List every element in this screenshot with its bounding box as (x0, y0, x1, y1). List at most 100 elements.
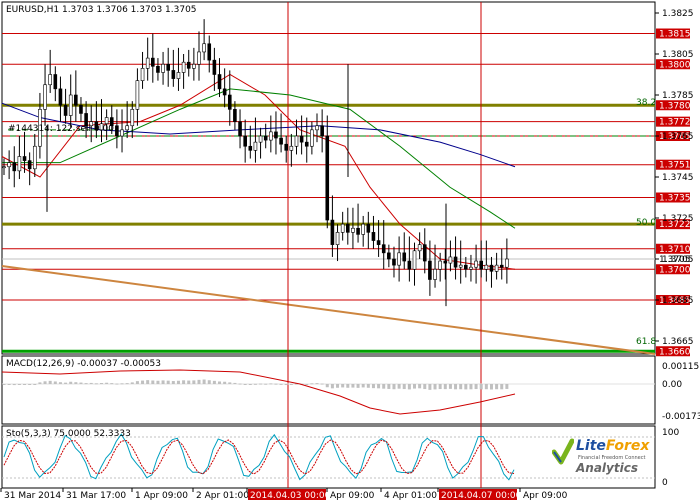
candle-body (351, 227, 355, 233)
macd-bar (212, 380, 216, 384)
macd-bar (38, 382, 42, 384)
time-axis-label: 31 Mar 17:00 (66, 491, 126, 500)
candle-body (438, 260, 442, 270)
candle-body (7, 162, 11, 168)
time-axis-label: 2 Apr 01:00 (196, 491, 249, 500)
trend-line (1, 265, 656, 355)
macd-bar (371, 384, 375, 389)
macd-bar (443, 384, 447, 390)
macd-bar (130, 382, 134, 384)
macd-indicator: 0.00115 0.00 -0.00173 (1, 362, 700, 422)
macd-bar (438, 384, 442, 390)
macd-bar (418, 384, 422, 389)
candle-body (248, 145, 253, 151)
candle-body (315, 125, 319, 131)
candle-body (181, 61, 186, 73)
candle-body (376, 240, 381, 245)
macd-bar (120, 383, 124, 385)
candle-body (356, 227, 360, 235)
candle-body (330, 219, 335, 245)
candle-body (243, 135, 247, 147)
candle-body (387, 252, 391, 260)
candle-body (453, 256, 458, 268)
level-tag (656, 219, 690, 230)
candle-body (458, 264, 463, 268)
level-tag (656, 264, 690, 275)
level-tag-label: 1.3660 (659, 347, 691, 357)
stoch-main-line (3, 433, 515, 481)
macd-bar (387, 384, 391, 389)
price-scale-label: 1.3745 (662, 173, 694, 183)
level-tag-label: 1.3815 (659, 30, 691, 40)
macd-label: MACD(12,26,9) -0.00037 -0.00053 (6, 359, 161, 369)
macd-scale-label: 0.00115 (662, 362, 699, 372)
candle-body (68, 94, 73, 116)
candle-body (294, 135, 299, 147)
macd-bar (459, 384, 463, 390)
level-tag (656, 346, 690, 357)
candle-body (212, 59, 217, 75)
macd-bar (423, 384, 427, 390)
macd-bar (505, 384, 509, 389)
candle-body (79, 104, 83, 114)
candle-body (89, 121, 94, 127)
time-axis-highlight (248, 489, 326, 500)
candle-body (474, 260, 478, 268)
level-tag-label: 1.3705 (659, 255, 691, 265)
macd-bar (407, 384, 411, 390)
level-tag-label: 1.3800 (659, 60, 691, 70)
candle-body (464, 264, 468, 270)
candle-body (17, 156, 22, 172)
liteforex-mark-icon (552, 438, 574, 465)
macd-pane[interactable] (1, 355, 656, 425)
candle-body (263, 135, 268, 141)
candle-body (84, 113, 88, 127)
macd-bar (141, 380, 145, 384)
macd-bar (484, 384, 488, 390)
candle-body (469, 266, 473, 270)
candle-body (120, 129, 124, 137)
macd-bar (413, 384, 417, 389)
macd-bar (64, 382, 68, 384)
macd-bar (489, 384, 493, 390)
candle-body (325, 135, 330, 221)
macd-bar (218, 381, 222, 384)
candle-body (269, 131, 273, 141)
macd-bar (48, 380, 52, 384)
candle-body (340, 223, 345, 233)
macd-bar (464, 384, 468, 390)
candlesticks (2, 19, 509, 307)
macd-bar (402, 384, 406, 390)
macd-bar (500, 384, 504, 390)
candle-body (366, 223, 371, 233)
macd-bar (310, 383, 314, 385)
logo-analytics: Analytics (576, 461, 638, 475)
price-scale-label: 1.3765 (662, 132, 694, 142)
macd-bar (228, 382, 232, 384)
macd-bar (330, 384, 334, 389)
macd-bar (79, 382, 83, 384)
macd-bar (284, 384, 288, 385)
macd-bar (23, 384, 27, 385)
macd-bar (264, 383, 268, 385)
fib-label-61: 61.8 (636, 337, 656, 347)
macd-bar (176, 380, 180, 384)
macd-bar (105, 382, 109, 384)
level-tag-label: 1.3765 (659, 132, 691, 142)
macd-bar (238, 383, 242, 385)
candle-body (53, 74, 58, 90)
candle-body (499, 264, 504, 268)
candle-body (304, 141, 309, 147)
candle-body (433, 268, 437, 280)
macd-bar (161, 380, 165, 384)
candle-body (115, 125, 119, 137)
logo-tagline: Financial Freedom Connect (578, 455, 646, 461)
macd-bar (192, 380, 196, 384)
macd-bar (289, 384, 293, 385)
candle-body (320, 125, 324, 137)
macd-bar (233, 382, 237, 384)
macd-bar (253, 383, 257, 385)
price-scale-label: 1.3705 (662, 255, 694, 265)
